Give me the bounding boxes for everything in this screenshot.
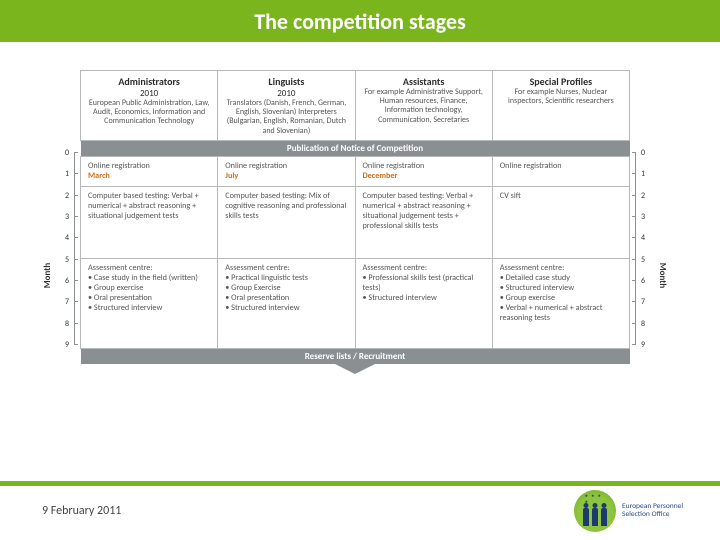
registration-month: July — [225, 171, 238, 181]
stages-table: Administrators2010European Public Admini… — [80, 70, 630, 364]
assessment-cell: Assessment centre: • Practical linguisti… — [218, 259, 355, 349]
month-tick-mark — [632, 280, 636, 281]
assessment-cell: Assessment centre: • Case study in the f… — [81, 259, 218, 349]
testing-row: Computer based testing: Verbal + numeric… — [81, 187, 630, 259]
month-tick-mark — [74, 237, 78, 238]
arrow-down-icon — [335, 364, 375, 374]
testing-cell: Computer based testing: Verbal + numeric… — [81, 187, 218, 259]
registration-row: Online registrationMarchOnline registrat… — [81, 156, 630, 187]
month-tick-mark — [632, 173, 636, 174]
month-tick: 3 — [634, 212, 652, 222]
column-title: Administrators — [87, 75, 211, 88]
assessment-row: Assessment centre: • Case study in the f… — [81, 259, 630, 349]
footer-logo-block: ★ ★ ★ ★ European Personnel Selection Off… — [574, 490, 692, 532]
column-header: Administrators2010European Public Admini… — [81, 71, 218, 141]
footer-org-name: European Personnel Selection Office — [622, 503, 692, 519]
month-tick-mark — [74, 195, 78, 196]
month-tick-mark — [632, 152, 636, 153]
month-axis-label-right: Month — [657, 263, 668, 288]
column-header-row: Administrators2010European Public Admini… — [81, 71, 630, 141]
logo-person-icon — [583, 508, 589, 526]
publication-band: Publication of Notice of Competition — [81, 140, 630, 156]
registration-label: Online registration — [500, 161, 562, 171]
month-ruler-line-left — [74, 152, 75, 344]
registration-month: December — [363, 171, 398, 181]
column-description: For example Nurses, Nuclear inspectors, … — [499, 88, 623, 106]
month-tick: 7 — [634, 297, 652, 307]
month-tick: 0 — [634, 148, 652, 158]
column-description: Translators (Danish, French, German, Eng… — [224, 99, 348, 136]
registration-cell: Online registrationMarch — [81, 156, 218, 187]
month-tick-mark — [632, 195, 636, 196]
column-header: AssistantsFor example Administrative Sup… — [355, 71, 492, 141]
month-tick-mark — [632, 301, 636, 302]
assessment-cell: Assessment centre: • Detailed case study… — [492, 259, 629, 349]
registration-label: Online registration — [88, 161, 150, 171]
month-tick-mark — [632, 323, 636, 324]
registration-month: March — [88, 171, 110, 181]
registration-cell: Online registration — [492, 156, 629, 187]
registration-label: Online registration — [363, 161, 425, 171]
column-title: Linguists — [224, 75, 348, 88]
slide-title: The competition stages — [254, 8, 466, 35]
month-tick-mark — [632, 259, 636, 260]
month-tick: 2 — [634, 191, 652, 201]
reserve-band: Reserve lists / Recruitment — [81, 349, 630, 365]
registration-cell: Online registrationDecember — [355, 156, 492, 187]
month-tick-mark — [74, 173, 78, 174]
assessment-cell: Assessment centre: • Professional skills… — [355, 259, 492, 349]
testing-cell: Computer based testing: Verbal + numeric… — [355, 187, 492, 259]
month-tick-mark — [74, 216, 78, 217]
logo-person-icon — [592, 508, 598, 526]
month-tick-mark — [74, 280, 78, 281]
month-tick: 6 — [634, 276, 652, 286]
month-ruler-line-right — [635, 152, 636, 344]
column-header: Linguists2010Translators (Danish, French… — [218, 71, 355, 141]
epso-logo-icon: ★ ★ ★ ★ — [574, 490, 616, 532]
footer-date: 9 February 2011 — [42, 504, 121, 518]
competition-stages-chart: Month Month 0123456789 0123456789 Admini… — [80, 70, 630, 374]
logo-person-icon — [601, 508, 607, 526]
month-tick-mark — [74, 152, 78, 153]
month-tick: 8 — [634, 319, 652, 329]
month-tick-mark — [74, 344, 78, 345]
column-header: Special ProfilesFor example Nurses, Nucl… — [492, 71, 629, 141]
month-tick-mark — [632, 237, 636, 238]
footer-accent-line — [0, 481, 720, 486]
month-tick-mark — [74, 323, 78, 324]
column-description: For example Administrative Support, Huma… — [362, 88, 486, 125]
month-axis-label-left: Month — [42, 263, 53, 288]
month-tick: 5 — [634, 255, 652, 265]
slide-title-bar: The competition stages — [0, 0, 720, 42]
month-tick-mark — [632, 344, 636, 345]
month-tick: 1 — [634, 169, 652, 179]
registration-label: Online registration — [225, 161, 287, 171]
month-tick-mark — [74, 301, 78, 302]
month-tick-mark — [74, 259, 78, 260]
month-tick: 4 — [634, 233, 652, 243]
month-tick-mark — [632, 216, 636, 217]
column-description: European Public Administration, Law, Aud… — [87, 99, 211, 127]
registration-cell: Online registrationJuly — [218, 156, 355, 187]
month-tick: 9 — [634, 340, 652, 350]
testing-cell: CV sift — [492, 187, 629, 259]
testing-cell: Computer based testing: Mix of cognitive… — [218, 187, 355, 259]
